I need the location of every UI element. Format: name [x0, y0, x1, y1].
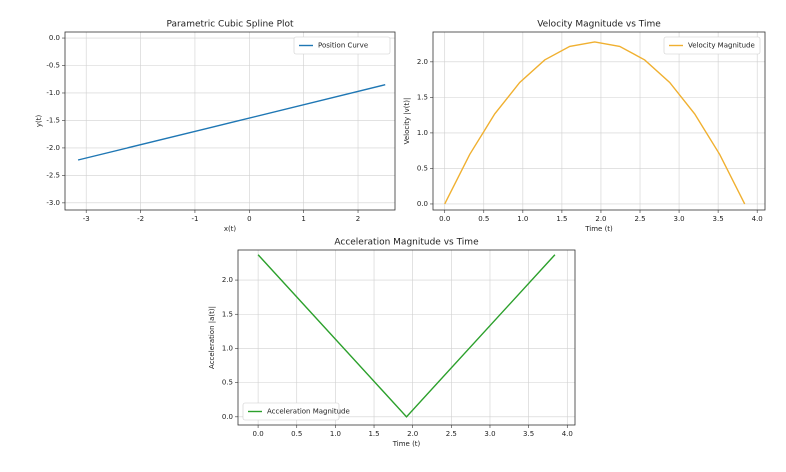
x-tick-label: 3.0 [484, 430, 495, 438]
y-axis-label: y(t) [35, 115, 43, 128]
x-tick-label: 2 [356, 215, 360, 223]
x-tick-label: 2.5 [634, 215, 645, 223]
x-tick-label: 3.0 [674, 215, 685, 223]
x-tick-label: 2.0 [407, 430, 418, 438]
y-tick-label: 0.5 [417, 164, 428, 172]
data-line [257, 254, 556, 418]
plot-frame [237, 249, 576, 426]
legend-box [663, 36, 761, 55]
y-tick-label: -0.5 [46, 62, 60, 70]
x-tick-label: 1.5 [368, 430, 379, 438]
legend-label: Position Curve [318, 42, 368, 50]
x-tick-label: 4.0 [562, 430, 573, 438]
x-tick-label: 1 [301, 215, 305, 223]
x-tick-label: -2 [137, 215, 144, 223]
x-tick-label: 4.0 [752, 215, 763, 223]
data-line [77, 84, 386, 161]
x-tick-label: 0.5 [478, 215, 489, 223]
x-tick-label: 3.5 [523, 430, 534, 438]
y-tick-label: -2.5 [46, 171, 60, 179]
legend-box [242, 402, 340, 421]
x-tick-label: 1.0 [517, 215, 528, 223]
x-tick-label: 0.0 [439, 215, 450, 223]
x-axis-label: x(t) [224, 225, 237, 233]
y-tick-label: 1.0 [417, 129, 428, 137]
y-tick-label: 0.0 [417, 200, 428, 208]
chart-title: Parametric Cubic Spline Plot [166, 20, 294, 30]
x-axis-label: Time (t) [584, 225, 613, 233]
x-tick-label: 2.5 [446, 430, 457, 438]
y-tick-label: 0.5 [222, 379, 233, 387]
legend-label: Velocity Magnitude [688, 42, 755, 50]
y-tick-label: -2.0 [46, 144, 60, 152]
y-axis-label: Velocity |v(t)| [403, 98, 411, 145]
y-tick-label: -3.0 [46, 199, 60, 207]
x-tick-label: 0.5 [291, 430, 302, 438]
y-axis-label: Acceleration |a(t)| [208, 306, 216, 369]
chart-title: Acceleration Magnitude vs Time [334, 238, 479, 248]
y-tick-label: 2.0 [417, 58, 428, 66]
y-tick-label: 1.0 [222, 344, 233, 352]
x-tick-label: 3.5 [713, 215, 724, 223]
y-tick-label: 1.5 [417, 93, 428, 101]
x-tick-label: 0 [247, 215, 251, 223]
x-tick-label: -3 [83, 215, 90, 223]
data-line [444, 41, 746, 205]
plot-frame [432, 31, 766, 211]
x-tick-label: -1 [191, 215, 198, 223]
plot-frame [64, 31, 396, 211]
y-tick-label: 0.0 [222, 413, 233, 421]
y-tick-label: -1.5 [46, 116, 60, 124]
y-tick-label: 0.0 [49, 34, 60, 42]
legend-box [293, 36, 391, 55]
y-tick-label: 1.5 [222, 310, 233, 318]
y-tick-label: 2.0 [222, 276, 233, 284]
x-tick-label: 0.0 [253, 430, 264, 438]
chart-title: Velocity Magnitude vs Time [537, 20, 661, 30]
y-tick-label: -1.0 [46, 89, 60, 97]
x-tick-label: 2.0 [595, 215, 606, 223]
x-tick-label: 1.0 [330, 430, 341, 438]
x-axis-label: Time (t) [392, 440, 421, 448]
legend-label: Acceleration Magnitude [267, 408, 350, 416]
x-tick-label: 1.5 [556, 215, 567, 223]
